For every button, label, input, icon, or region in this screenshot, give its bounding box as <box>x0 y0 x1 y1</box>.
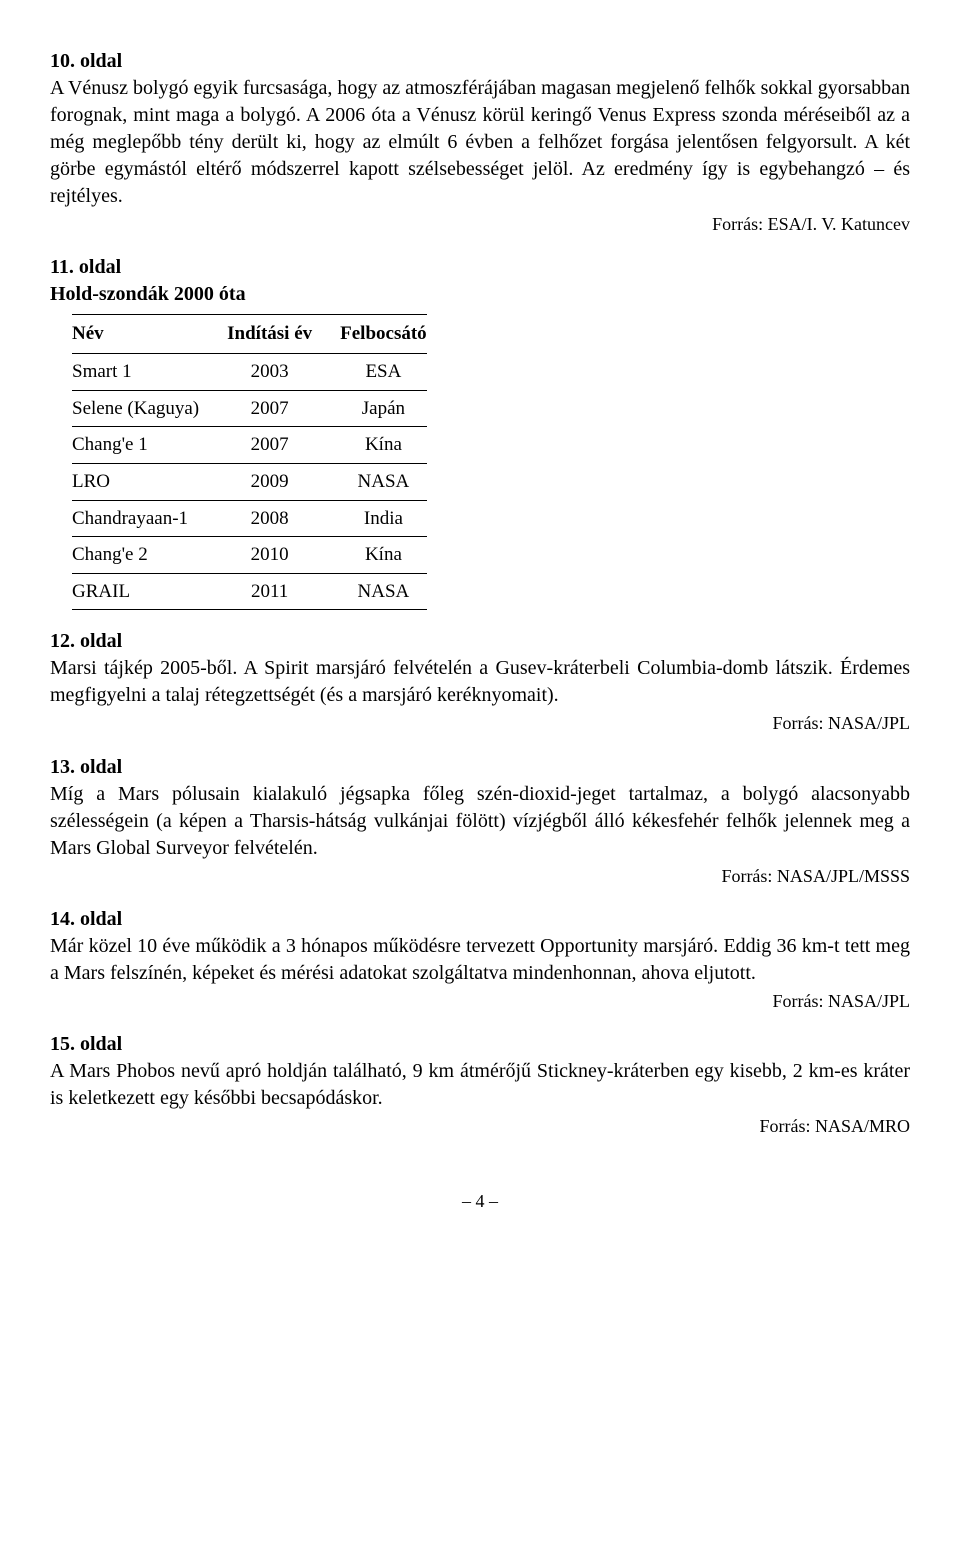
section-14-body: Már közel 10 éve működik a 3 hónapos műk… <box>50 933 910 987</box>
table-cell: NASA <box>340 463 427 500</box>
table-cell: India <box>340 500 427 537</box>
table-cell: 2010 <box>227 537 340 574</box>
table-cell: GRAIL <box>72 573 227 610</box>
table-row: GRAIL2011NASA <box>72 573 427 610</box>
table-cell: 2011 <box>227 573 340 610</box>
section-13-source: Forrás: NASA/JPL/MSSS <box>50 864 910 888</box>
section-12-body: Marsi tájkép 2005-ből. A Spirit marsjáró… <box>50 655 910 709</box>
table-cell: 2008 <box>227 500 340 537</box>
section-12: 12. oldal Marsi tájkép 2005-ből. A Spiri… <box>50 628 910 735</box>
section-14: 14. oldal Már közel 10 éve működik a 3 h… <box>50 906 910 1013</box>
section-10-source: Forrás: ESA/I. V. Katuncev <box>50 212 910 236</box>
section-15: 15. oldal A Mars Phobos nevű apró holdjá… <box>50 1031 910 1138</box>
table-cell: 2007 <box>227 427 340 464</box>
section-10: 10. oldal A Vénusz bolygó egyik furcsasá… <box>50 48 910 236</box>
table-cell: Selene (Kaguya) <box>72 390 227 427</box>
table-cell: Chang'e 1 <box>72 427 227 464</box>
section-11: 11. oldal Hold-szondák 2000 óta Név Indí… <box>50 254 910 610</box>
section-14-source: Forrás: NASA/JPL <box>50 989 910 1013</box>
section-15-body: A Mars Phobos nevű apró holdján találhat… <box>50 1058 910 1112</box>
table-cell: LRO <box>72 463 227 500</box>
table-cell: Kína <box>340 427 427 464</box>
section-11-subtitle: Hold-szondák 2000 óta <box>50 281 910 308</box>
section-13-body: Míg a Mars pólusain kialakuló jégsapka f… <box>50 781 910 862</box>
table-cell: Kína <box>340 537 427 574</box>
moon-probes-table: Név Indítási év Felbocsátó Smart 12003ES… <box>72 314 427 610</box>
table-cell: 2009 <box>227 463 340 500</box>
table-cell: Chang'e 2 <box>72 537 227 574</box>
table-cell: NASA <box>340 573 427 610</box>
section-11-heading: 11. oldal <box>50 254 910 281</box>
section-12-source: Forrás: NASA/JPL <box>50 711 910 735</box>
section-13-heading: 13. oldal <box>50 754 910 781</box>
table-row: LRO2009NASA <box>72 463 427 500</box>
table-cell: Chandrayaan-1 <box>72 500 227 537</box>
col-launcher-header: Felbocsátó <box>340 315 427 354</box>
table-cell: ESA <box>340 353 427 390</box>
section-15-heading: 15. oldal <box>50 1031 910 1058</box>
section-15-source: Forrás: NASA/MRO <box>50 1114 910 1138</box>
section-12-heading: 12. oldal <box>50 628 910 655</box>
page-number: – 4 – <box>50 1189 910 1213</box>
table-cell: Smart 1 <box>72 353 227 390</box>
section-13: 13. oldal Míg a Mars pólusain kialakuló … <box>50 754 910 888</box>
table-cell: Japán <box>340 390 427 427</box>
section-10-heading: 10. oldal <box>50 48 910 75</box>
table-cell: 2007 <box>227 390 340 427</box>
col-year-header: Indítási év <box>227 315 340 354</box>
col-name-header: Név <box>72 315 227 354</box>
table-header-row: Név Indítási év Felbocsátó <box>72 315 427 354</box>
section-10-body: A Vénusz bolygó egyik furcsasága, hogy a… <box>50 75 910 210</box>
table-row: Chang'e 22010Kína <box>72 537 427 574</box>
table-row: Chang'e 12007Kína <box>72 427 427 464</box>
table-row: Selene (Kaguya)2007Japán <box>72 390 427 427</box>
table-row: Chandrayaan-12008India <box>72 500 427 537</box>
section-14-heading: 14. oldal <box>50 906 910 933</box>
table-row: Smart 12003ESA <box>72 353 427 390</box>
table-cell: 2003 <box>227 353 340 390</box>
